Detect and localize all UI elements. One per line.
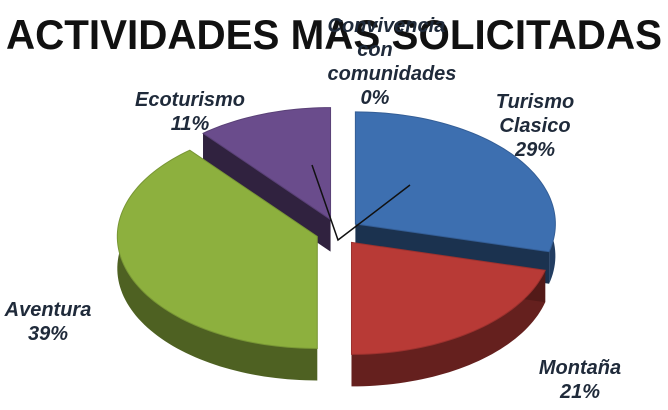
slice-side bbox=[203, 133, 331, 252]
slice-side bbox=[351, 270, 546, 387]
category-label: Turismo Clasico bbox=[495, 91, 575, 137]
slice bbox=[354, 111, 556, 253]
chart-title: ACTIVIDADES MAS SOLICITADAS bbox=[6, 11, 662, 58]
data-label: Montaña 21% bbox=[520, 356, 640, 404]
data-label: Convivencia con comunidades 0% bbox=[327, 14, 457, 110]
data-label: Ecoturismo 11% bbox=[125, 88, 255, 136]
value-label: 11% bbox=[170, 113, 210, 135]
category-label: Aventura bbox=[4, 299, 92, 321]
category-label: Convivencia con comunidades bbox=[327, 15, 457, 85]
value-label: 0% bbox=[360, 87, 390, 109]
slice-side bbox=[117, 150, 318, 381]
category-label: Montaña bbox=[538, 357, 622, 379]
leader-line bbox=[311, 164, 411, 242]
value-label: 29% bbox=[514, 139, 556, 161]
slice bbox=[202, 107, 332, 221]
slice bbox=[116, 149, 318, 349]
data-label: Turismo Clasico 29% bbox=[485, 90, 585, 162]
data-label: Aventura 39% bbox=[0, 298, 103, 346]
value-label: 39% bbox=[27, 323, 69, 345]
slice bbox=[350, 241, 546, 355]
value-label: 21% bbox=[559, 381, 601, 403]
category-label: Ecoturismo bbox=[134, 89, 246, 111]
